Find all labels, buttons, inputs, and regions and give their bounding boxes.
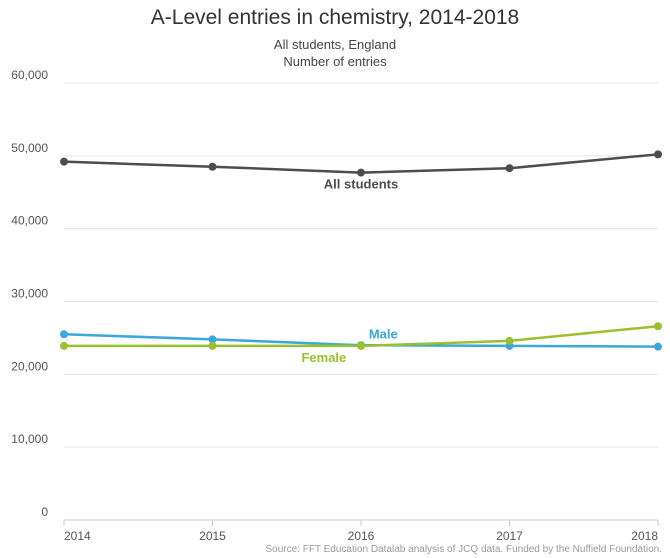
y-tick-label: 30,000 xyxy=(11,287,48,301)
y-tick-label: 20,000 xyxy=(11,359,48,373)
x-tick-label: 2015 xyxy=(199,529,226,543)
series-labels: All students Male Female xyxy=(301,177,398,365)
x-tick-label: 2018 xyxy=(631,529,658,543)
y-tick-label: 50,000 xyxy=(11,141,48,155)
y-tick-label: 60,000 xyxy=(11,68,48,82)
x-tick-label: 2016 xyxy=(348,529,375,543)
all-students-point xyxy=(654,150,662,159)
all-students-point xyxy=(60,157,68,166)
female-point xyxy=(60,341,68,350)
all-students-point xyxy=(357,168,365,177)
y-tick-label: 0 xyxy=(41,505,48,519)
female-point xyxy=(505,336,514,345)
y-tick-label: 40,000 xyxy=(11,214,48,228)
gridlines xyxy=(64,82,658,521)
series-lines xyxy=(60,150,662,351)
male-point xyxy=(208,335,217,344)
source-note: Source: FFT Education Datalab analysis o… xyxy=(265,544,662,555)
y-axis-ticks: 0 10,000 20,000 30,000 40,000 50,000 60,000 xyxy=(11,68,48,519)
all-students-label: All students xyxy=(324,177,398,192)
x-axis-ticks: 2014 2015 2016 2017 2018 xyxy=(63,520,659,543)
chart-subtitle-line-1: All students, England xyxy=(273,37,397,52)
all-students-point xyxy=(208,162,217,171)
female-label: Female xyxy=(301,350,346,365)
female-point xyxy=(654,322,662,331)
male-point xyxy=(654,342,662,351)
male-point xyxy=(60,330,68,339)
male-label: Male xyxy=(369,326,398,341)
all-students-point xyxy=(505,164,514,173)
x-tick-label: 2017 xyxy=(496,529,523,543)
chart-title: A-Level entries in chemistry, 2014-2018 xyxy=(150,6,520,29)
chart-subtitle-line-2: Number of entries xyxy=(283,54,387,69)
x-tick-label: 2014 xyxy=(64,529,91,543)
female-point xyxy=(208,341,217,350)
y-tick-label: 10,000 xyxy=(11,432,48,446)
female-point xyxy=(357,341,365,350)
